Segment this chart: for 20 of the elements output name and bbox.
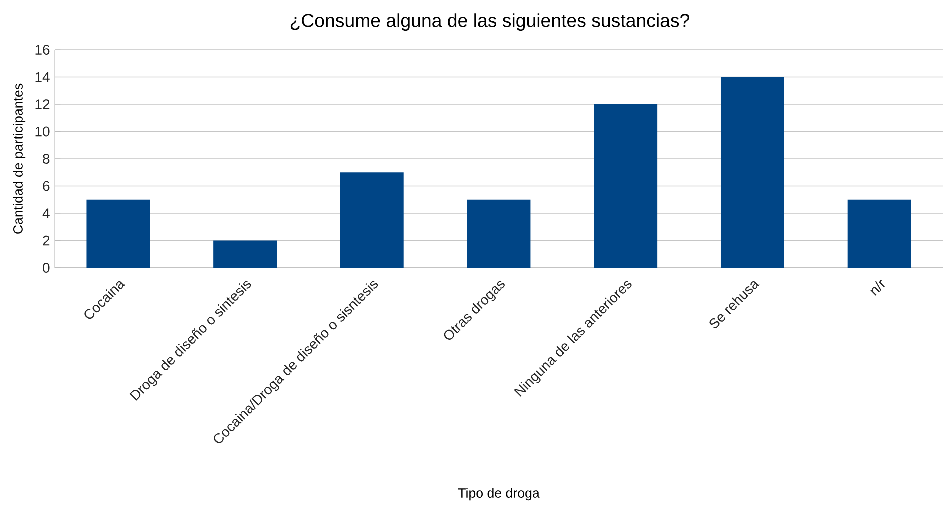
x-axis-title: Tipo de droga — [458, 488, 540, 501]
x-tick-label: n/r — [870, 280, 885, 296]
y-tick-label: 10 — [36, 126, 50, 137]
y-tick-label: 8 — [43, 154, 50, 164]
y-tick-label: 0 — [43, 263, 50, 273]
bar — [467, 200, 531, 268]
chart-title: ¿Consume alguna de las siguientes sustancias? — [290, 14, 690, 32]
bar — [848, 200, 912, 268]
bar — [86, 200, 150, 268]
y-tick-label: 6 — [43, 181, 50, 192]
bar — [214, 240, 277, 268]
bar — [594, 104, 658, 268]
y-tick-label: 16 — [36, 45, 50, 55]
bar — [720, 77, 784, 268]
y-axis-title: Cantidad de participantes — [13, 84, 26, 234]
y-tick-label: 4 — [42, 208, 50, 218]
y-tick-label: 12 — [36, 100, 50, 110]
bar — [340, 172, 404, 268]
y-tick-label: 14 — [36, 72, 50, 82]
y-tick-label: 2 — [43, 236, 50, 246]
